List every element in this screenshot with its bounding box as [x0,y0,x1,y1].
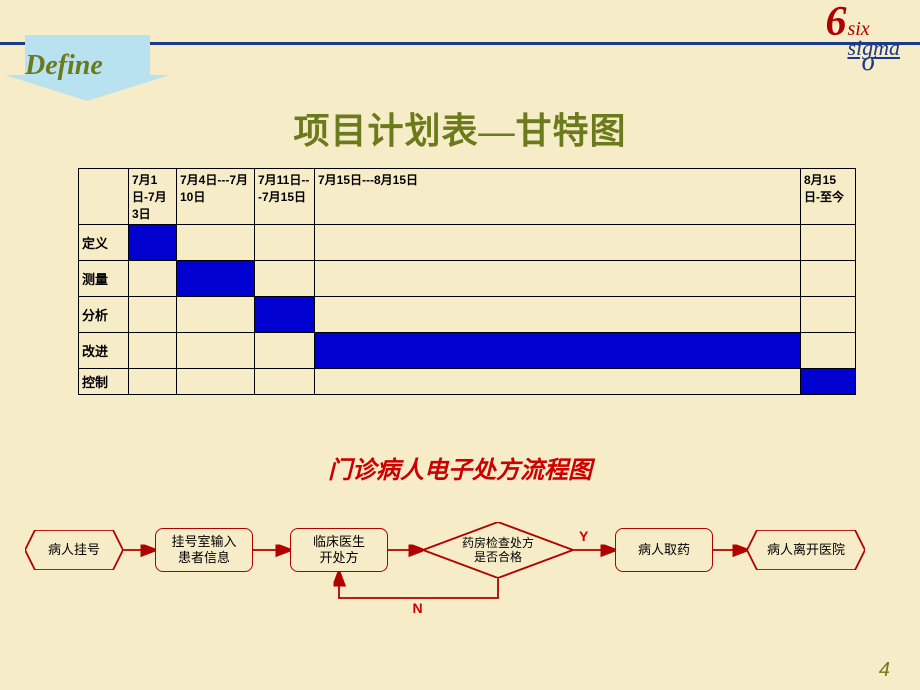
gantt-cell [129,333,177,369]
gantt-row: 定义 [79,225,856,261]
flow-node-rect: 挂号室输入 患者信息 [155,528,253,572]
flowchart-title: 门诊病人电子处方流程图 [0,450,920,485]
gantt-cell [801,261,856,297]
gantt-col-header: 8月15日-至今 [801,169,856,225]
gantt-cell [177,261,255,297]
gantt-col-header: 7月1日-7月3日 [129,169,177,225]
gantt-corner [79,169,129,225]
gantt-cell [129,369,177,395]
gantt-row-label: 测量 [79,261,129,297]
gantt-row: 测量 [79,261,856,297]
gantt-cell [315,225,801,261]
gantt-cell [255,333,315,369]
gantt-row: 改进 [79,333,856,369]
gantt-cell [801,369,856,395]
gantt-cell [315,261,801,297]
gantt-cell [255,369,315,395]
logo-6: 6 [825,4,846,42]
flow-node-hexagon: 病人挂号 [25,530,123,570]
gantt-cell [801,225,856,261]
gantt-col-header: 7月15日---8月15日 [315,169,801,225]
gantt-cell [315,333,801,369]
flow-edge-label: Y [579,528,588,544]
page-number: 4 [879,659,890,682]
flow-node-hexagon: 病人离开医院 [747,530,865,570]
gantt-cell [801,333,856,369]
main-title: 项目计划表—甘特图 [0,102,920,154]
gantt-cell [177,369,255,395]
gantt-col-header: 7月4日---7月10日 [177,169,255,225]
gantt-cell [255,225,315,261]
gantt-cell [801,297,856,333]
gantt-cell [129,297,177,333]
gantt-cell [255,297,315,333]
gantt-cell [129,225,177,261]
gantt-row-label: 分析 [79,297,129,333]
six-sigma-logo: 6 six sigma σ [825,4,900,74]
gantt-row: 控制 [79,369,856,395]
gantt-row-label: 改进 [79,333,129,369]
gantt-cell [177,333,255,369]
gantt-col-header: 7月11日---7月15日 [255,169,315,225]
gantt-cell [129,261,177,297]
flow-node-diamond: 药房检查处方 是否合格 [423,522,573,578]
gantt-row-label: 控制 [79,369,129,395]
gantt-cell [315,369,801,395]
gantt-cell [255,261,315,297]
flow-edge-label: N [413,600,423,616]
gantt-row: 分析 [79,297,856,333]
flow-node-rect: 临床医生 开处方 [290,528,388,572]
gantt-cell [177,297,255,333]
gantt-cell [177,225,255,261]
phase-label: Define [25,50,103,82]
gantt-cell [315,297,801,333]
gantt-row-label: 定义 [79,225,129,261]
gantt-chart: 7月1日-7月3日7月4日---7月10日7月11日---7月15日7月15日-… [78,168,856,395]
flow-node-rect: 病人取药 [615,528,713,572]
flowchart: 病人挂号挂号室输入 患者信息临床医生 开处方药房检查处方 是否合格病人取药病人离… [25,500,895,620]
